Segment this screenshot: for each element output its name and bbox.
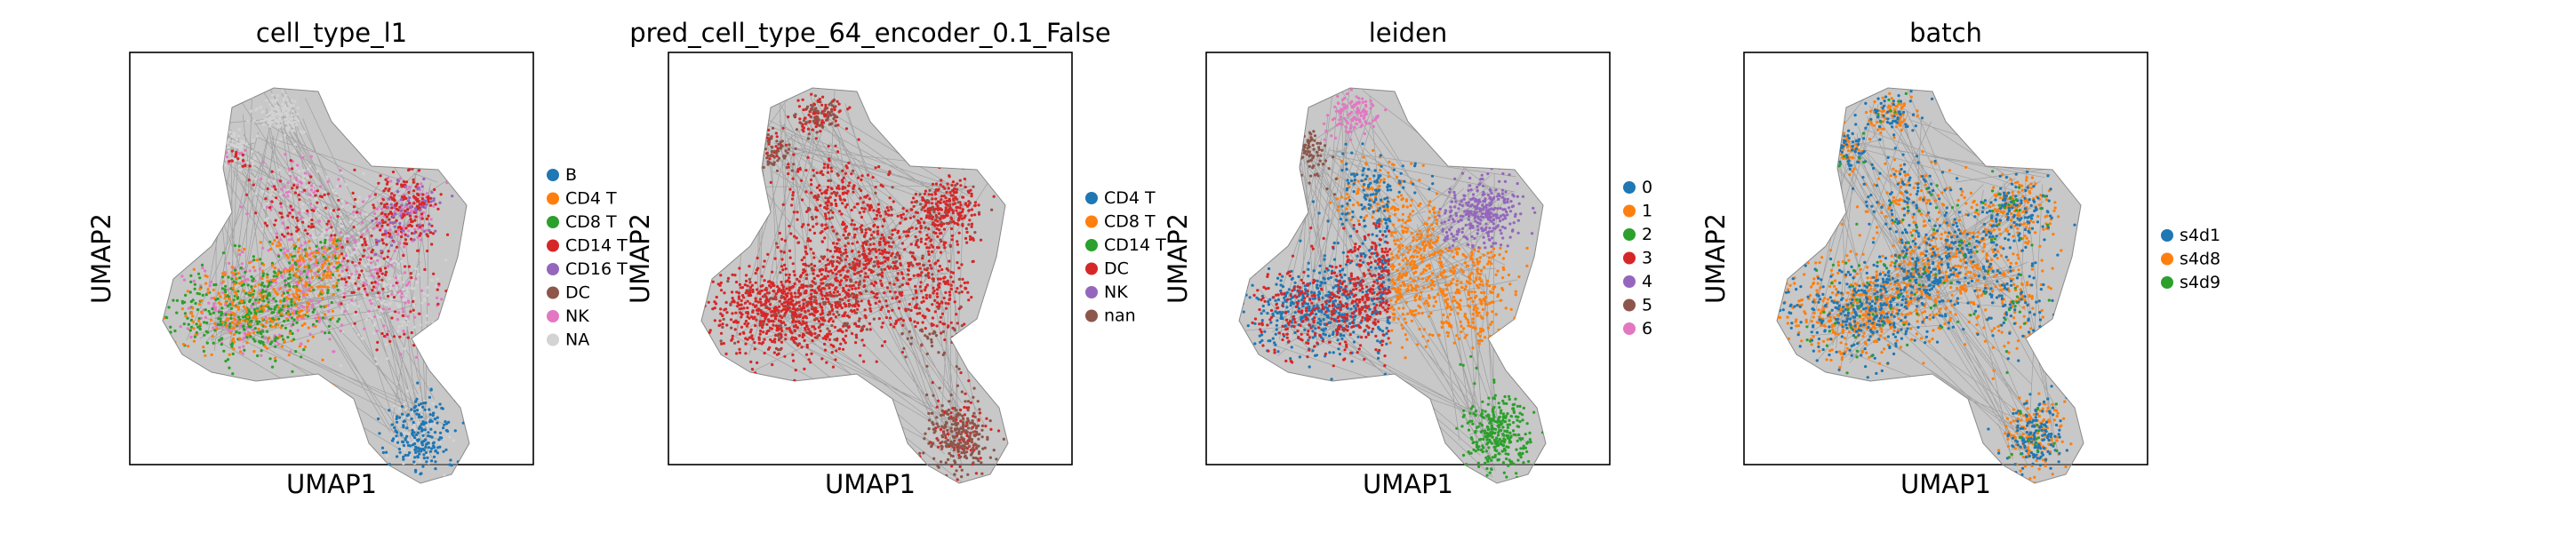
legend-label: 3 (1642, 249, 1652, 268)
legend-label: DC (1104, 259, 1129, 279)
legend-marker (1085, 286, 1098, 298)
points-series-s4d9 (1777, 91, 2059, 459)
legend-marker (1085, 239, 1098, 251)
legend-label: DC (565, 283, 590, 303)
umap-panel-2: pred_cell_type_64_encoder_0.1_False UMAP1… (625, 18, 1166, 499)
points-series-cd14-t (206, 149, 457, 352)
umap-embedding (700, 87, 1009, 484)
legend-marker (1623, 204, 1636, 218)
umap-embedding (1238, 87, 1547, 484)
legend-label: CD8 T (1104, 212, 1156, 232)
points-series-2 (1455, 354, 1545, 483)
legend: CD4 T CD8 T CD14 T DC NK nan (1085, 188, 1166, 326)
legend-label: NK (1104, 282, 1128, 302)
legend-marker (1085, 192, 1098, 204)
legend-label: CD4 T (565, 189, 617, 209)
legend-label: CD14 T (1104, 235, 1166, 255)
axes-frame (1205, 52, 1611, 465)
points-series-cd4-t (163, 237, 341, 386)
legend-label: 4 (1642, 272, 1652, 291)
cell-points (163, 90, 469, 483)
legend-label: nan (1104, 306, 1136, 326)
legend-label: 1 (1642, 202, 1652, 221)
legend: B CD4 T CD8 T CD14 T CD16 T DC NK NA (547, 165, 628, 350)
legend-marker (1085, 262, 1098, 275)
legend-label: 5 (1642, 296, 1652, 315)
legend-marker (547, 216, 559, 228)
axes-frame (129, 52, 534, 465)
legend-marker (547, 239, 559, 252)
y-axis-label: UMAP2 (1163, 213, 1193, 304)
legend-label: NK (565, 306, 589, 326)
y-axis-label: UMAP2 (86, 213, 116, 304)
legend-label: CD14 T (565, 236, 628, 256)
y-axis-label: UMAP2 (625, 213, 655, 304)
points-series-dc (701, 88, 1001, 481)
legend: 0 1 2 3 4 5 6 (1623, 178, 1652, 338)
legend-marker (547, 263, 559, 275)
legend-label: s4d8 (2180, 250, 2220, 269)
legend-label: 6 (1642, 319, 1652, 338)
legend: s4d1 s4d8 s4d9 (2161, 226, 2220, 292)
legend-marker (1623, 181, 1636, 194)
legend-label: 0 (1642, 178, 1652, 197)
legend-marker (1085, 215, 1098, 228)
umap-panel-3: leiden UMAP1 UMAP2 0 1 2 3 4 5 6 (1163, 18, 1652, 499)
legend-label: NA (565, 330, 589, 350)
umap-panel-1: cell_type_l1 UMAP1 UMAP2 B CD4 T CD8 T CD14 T C… (86, 18, 628, 499)
points-series-6 (1322, 88, 1388, 141)
legend-marker (1085, 309, 1098, 322)
legend-marker (1623, 275, 1636, 288)
legend-label: s4d1 (2180, 226, 2220, 245)
legend-marker (2161, 252, 2173, 266)
cell-points (1239, 88, 1545, 483)
axes-frame (668, 52, 1073, 465)
x-axis-label: UMAP1 (1900, 469, 1991, 499)
points-series-cd16-t (371, 177, 454, 257)
legend-label: s4d9 (2180, 273, 2220, 292)
panel-title: batch (1909, 18, 1982, 48)
legend-marker (547, 192, 559, 205)
legend-marker (1623, 322, 1636, 335)
legend-label: CD16 T (565, 259, 628, 279)
panel-title: cell_type_l1 (256, 18, 407, 48)
points-series-4 (1437, 163, 1537, 250)
legend-label: B (565, 165, 577, 185)
legend-marker (2161, 229, 2173, 242)
cell-points (701, 88, 1005, 483)
umap-embedding (162, 87, 470, 484)
cell-points (1777, 90, 2084, 483)
y-axis-label: UMAP2 (1700, 213, 1731, 304)
legend-marker (2161, 276, 2173, 289)
points-series-nan (719, 94, 1005, 483)
points-series-s4d8 (1777, 91, 2073, 483)
x-axis-label: UMAP1 (1363, 469, 1453, 499)
legend-marker (547, 310, 559, 322)
legend-label: CD8 T (565, 212, 617, 232)
legend-label: 2 (1642, 225, 1652, 244)
umap-embedding (1776, 87, 2084, 484)
legend-marker (547, 333, 559, 346)
axes-frame (1743, 52, 2148, 465)
legend-marker (1623, 251, 1636, 265)
x-axis-label: UMAP1 (286, 469, 377, 499)
x-axis-label: UMAP1 (825, 469, 916, 499)
umap-panel-4: batch UMAP1 UMAP2 s4d1 s4d8 s4d9 (1700, 18, 2220, 499)
legend-marker (1623, 228, 1636, 241)
legend-marker (1623, 298, 1636, 312)
legend-marker (547, 286, 559, 299)
legend-label: CD4 T (1104, 188, 1156, 208)
panel-title: pred_cell_type_64_encoder_0.1_False (629, 18, 1111, 48)
panel-title: leiden (1369, 18, 1448, 48)
points-series-b (376, 374, 465, 483)
legend-marker (547, 169, 559, 181)
points-series-3 (1239, 222, 1392, 370)
